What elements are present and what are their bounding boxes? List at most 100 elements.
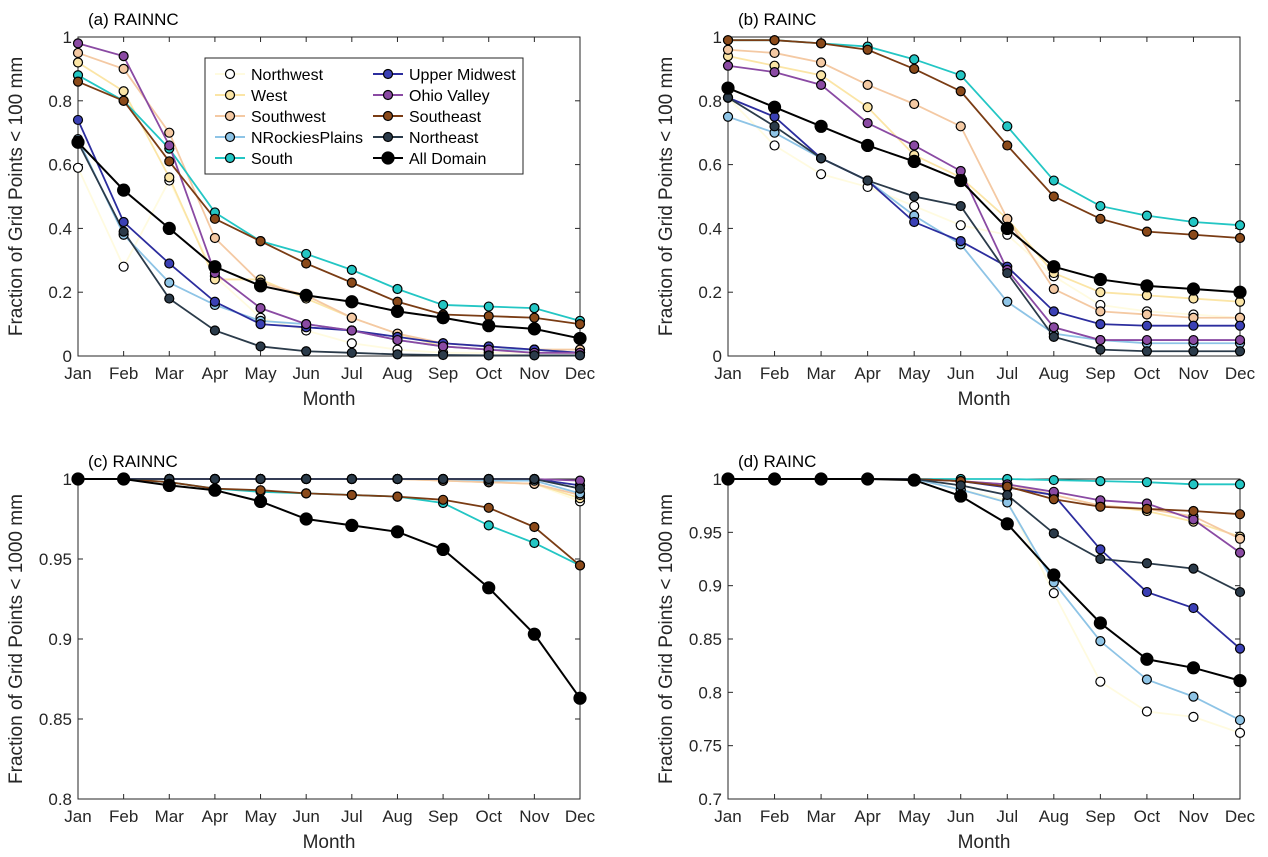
x-tick-label: Apr bbox=[854, 807, 881, 826]
data-point bbox=[529, 303, 540, 314]
legend-marker bbox=[224, 68, 236, 80]
data-point bbox=[1141, 586, 1153, 598]
data-point bbox=[299, 288, 313, 302]
series-line bbox=[78, 478, 581, 490]
y-tick-label: 0.4 bbox=[698, 219, 722, 238]
data-point bbox=[1002, 121, 1013, 132]
data-point bbox=[1048, 306, 1059, 317]
data-point bbox=[909, 140, 920, 151]
series-line bbox=[727, 64, 1240, 341]
x-tick-label: May bbox=[898, 364, 931, 383]
data-point bbox=[345, 295, 359, 309]
legend-marker bbox=[382, 131, 394, 143]
data-point bbox=[118, 216, 129, 228]
panel-title: (d) RAINC bbox=[738, 452, 816, 471]
y-tick-label: 0.9 bbox=[698, 577, 722, 596]
data-point bbox=[483, 301, 494, 312]
x-tick-label: May bbox=[244, 364, 277, 383]
data-point bbox=[769, 121, 780, 132]
data-point bbox=[1048, 331, 1059, 342]
legend-label: Upper Midwest bbox=[409, 67, 516, 84]
y-tick-label: 1 bbox=[63, 470, 72, 489]
x-tick-label: Aug bbox=[1039, 364, 1069, 383]
data-point bbox=[255, 236, 266, 247]
data-point bbox=[164, 293, 175, 304]
data-point bbox=[907, 154, 921, 169]
data-point bbox=[1234, 334, 1246, 346]
data-point bbox=[769, 47, 780, 59]
y-tick-label: 0.8 bbox=[698, 92, 722, 111]
x-tick-label: Aug bbox=[382, 364, 412, 383]
data-point bbox=[255, 485, 266, 496]
y-axis-label: Fraction of Grid Points < 100 mm bbox=[6, 57, 27, 336]
x-tick-label: Jun bbox=[947, 807, 974, 826]
data-point bbox=[346, 312, 357, 323]
legend-label: West bbox=[251, 88, 288, 105]
legend-label: All Domain bbox=[409, 151, 486, 168]
data-point bbox=[1188, 514, 1199, 525]
data-point bbox=[955, 236, 966, 247]
data-point bbox=[1141, 346, 1153, 357]
data-point bbox=[722, 35, 734, 46]
series-line bbox=[77, 119, 581, 354]
x-tick-label: Mar bbox=[155, 364, 185, 383]
data-point bbox=[1234, 727, 1246, 738]
data-point bbox=[346, 489, 357, 501]
data-point bbox=[1093, 272, 1107, 287]
series-line bbox=[727, 96, 1241, 319]
data-point bbox=[529, 537, 540, 549]
x-tick-label: Jul bbox=[341, 807, 363, 826]
y-tick-label: 1 bbox=[713, 470, 722, 489]
x-tick-label: Feb bbox=[760, 364, 789, 383]
data-point bbox=[301, 473, 312, 485]
x-axis-label: Month bbox=[303, 389, 356, 410]
data-point bbox=[1234, 232, 1246, 244]
data-point bbox=[1095, 636, 1106, 647]
data-point bbox=[909, 54, 920, 65]
x-tick-label: Sep bbox=[1085, 807, 1115, 826]
data-point bbox=[390, 304, 405, 318]
data-point bbox=[164, 277, 175, 288]
data-point bbox=[1095, 476, 1106, 487]
data-point bbox=[1186, 661, 1201, 675]
x-tick-label: Jun bbox=[947, 364, 974, 383]
data-point bbox=[1048, 175, 1059, 186]
data-point bbox=[1234, 509, 1246, 520]
legend-label: South bbox=[251, 151, 293, 168]
series-line bbox=[728, 478, 1241, 682]
y-tick-label: 0.4 bbox=[48, 219, 72, 238]
data-point bbox=[209, 213, 221, 224]
data-point bbox=[1186, 282, 1201, 296]
data-point bbox=[527, 322, 541, 336]
data-point bbox=[862, 175, 873, 186]
panel-d: Jan Feb Mar Apr May Jun Jul Aug Sep Oct Nov Dec 0.7 0… bbox=[656, 452, 1256, 853]
data-point bbox=[862, 44, 873, 55]
data-point bbox=[301, 248, 312, 260]
x-tick-label: Mar bbox=[155, 807, 185, 826]
data-point bbox=[483, 350, 494, 361]
data-point bbox=[909, 216, 920, 228]
data-point bbox=[815, 57, 827, 68]
data-point bbox=[1000, 221, 1014, 235]
data-point bbox=[1234, 643, 1246, 654]
data-point bbox=[164, 156, 175, 167]
y-tick-label: 0.75 bbox=[689, 737, 722, 756]
series-line bbox=[727, 48, 1240, 319]
data-point bbox=[1048, 283, 1059, 295]
data-point bbox=[1002, 267, 1013, 279]
data-point bbox=[815, 38, 827, 49]
data-point bbox=[1188, 602, 1199, 614]
x-tick-label: Jun bbox=[292, 807, 319, 826]
legend-marker bbox=[224, 110, 236, 122]
data-point bbox=[392, 334, 403, 346]
data-point bbox=[1048, 474, 1059, 486]
data-point bbox=[346, 325, 357, 336]
y-axis-label: Fraction of Grid Points < 1000 mm bbox=[6, 494, 27, 784]
x-tick-label: Oct bbox=[1134, 364, 1161, 383]
data-point bbox=[1234, 346, 1246, 357]
legend-label: Northwest bbox=[251, 67, 324, 84]
data-point bbox=[955, 200, 966, 212]
x-tick-label: Jul bbox=[341, 364, 363, 383]
data-point bbox=[529, 312, 540, 323]
data-point bbox=[529, 473, 540, 485]
